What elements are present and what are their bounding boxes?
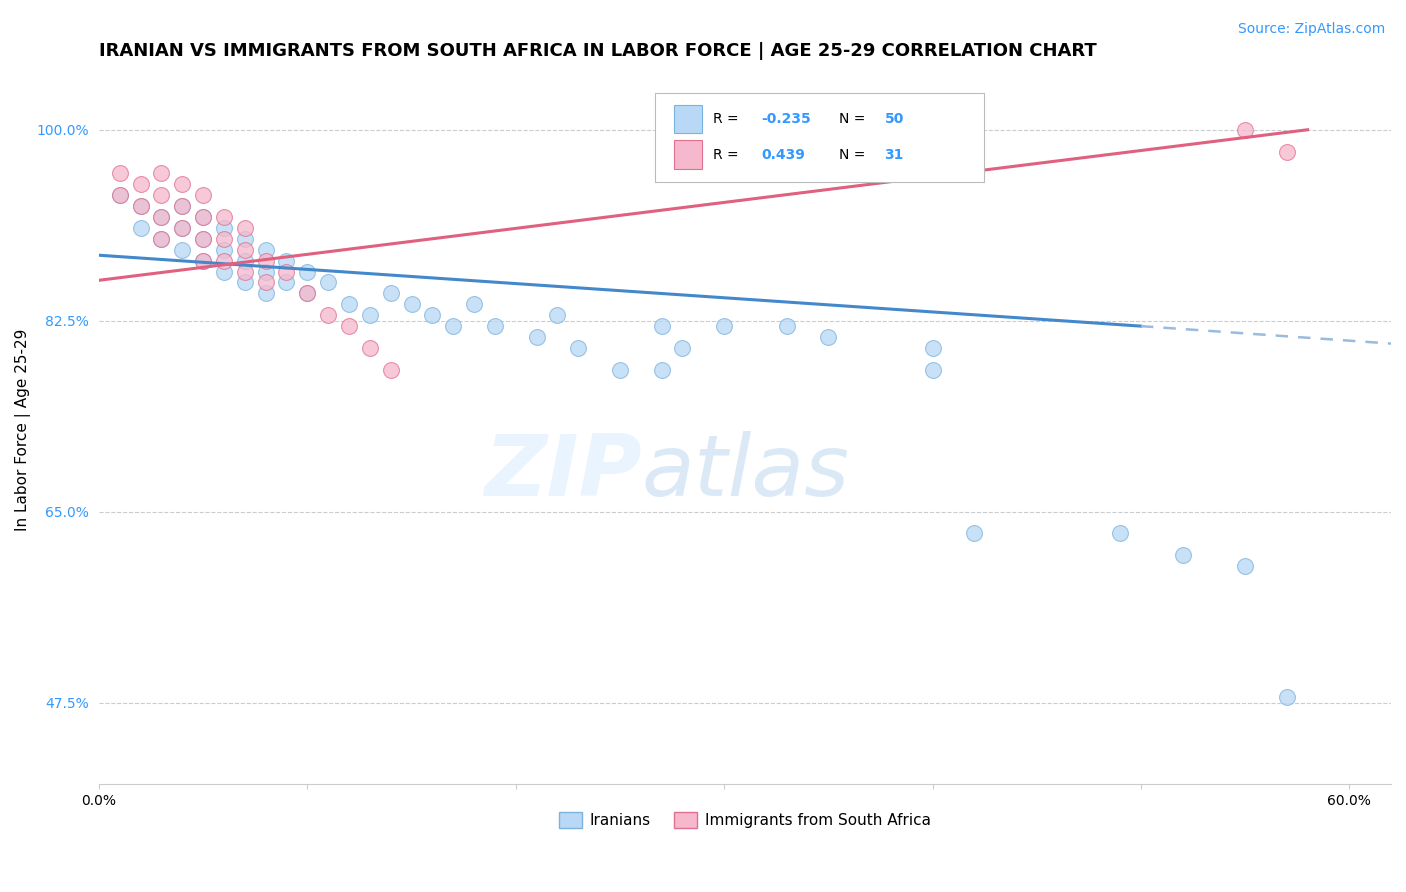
Point (212, 243, 235, 257)
Point (150, 188, 173, 202)
Point (963, 526, 986, 541)
Point (212, 253, 235, 268)
Text: atlas: atlas (641, 431, 849, 514)
Legend: Iranians, Immigrants from South Africa: Iranians, Immigrants from South Africa (554, 805, 936, 834)
Point (297, 286, 319, 301)
Point (484, 319, 506, 334)
Point (191, 253, 214, 268)
Point (337, 297, 360, 311)
Point (150, 232, 173, 246)
Point (233, 276, 256, 290)
Text: R =: R = (713, 147, 747, 161)
Point (359, 341, 381, 355)
Point (1171, 548, 1194, 562)
Text: ZIP: ZIP (484, 431, 641, 514)
Point (254, 276, 277, 290)
Point (1275, 690, 1298, 704)
Point (233, 221, 256, 235)
Bar (673, 140, 703, 169)
Point (150, 166, 173, 180)
Text: Source: ZipAtlas.com: Source: ZipAtlas.com (1237, 22, 1385, 37)
Point (191, 188, 214, 202)
Text: IRANIAN VS IMMIGRANTS FROM SOUTH AFRICA IN LABOR FORCE | AGE 25-29 CORRELATION C: IRANIAN VS IMMIGRANTS FROM SOUTH AFRICA … (98, 42, 1097, 60)
Text: N =: N = (839, 147, 870, 161)
Point (254, 264, 277, 278)
Point (191, 232, 214, 246)
Text: R =: R = (713, 112, 742, 126)
Point (129, 221, 152, 235)
Point (463, 297, 485, 311)
Point (233, 253, 256, 268)
Point (817, 330, 839, 344)
Point (150, 232, 173, 246)
Text: -0.235: -0.235 (762, 112, 811, 126)
Point (609, 363, 631, 377)
Point (337, 319, 360, 334)
Y-axis label: In Labor Force | Age 25-29: In Labor Force | Age 25-29 (15, 328, 31, 531)
Point (172, 221, 194, 235)
Point (172, 199, 194, 213)
Point (380, 363, 402, 377)
Point (921, 363, 943, 377)
Point (380, 286, 402, 301)
Point (233, 232, 256, 246)
Point (359, 308, 381, 322)
Point (233, 243, 256, 257)
Point (1234, 122, 1257, 136)
Text: N =: N = (839, 112, 870, 126)
Text: 31: 31 (884, 147, 904, 161)
Point (651, 363, 673, 377)
Point (254, 286, 277, 301)
Point (526, 330, 548, 344)
Point (276, 276, 298, 290)
Point (276, 253, 298, 268)
Point (191, 232, 214, 246)
Point (775, 319, 797, 334)
Point (129, 199, 152, 213)
Point (212, 221, 235, 235)
Point (567, 341, 589, 355)
Point (212, 210, 235, 224)
Point (172, 243, 194, 257)
Point (671, 341, 693, 355)
Point (108, 166, 131, 180)
Point (172, 199, 194, 213)
Point (254, 253, 277, 268)
Text: 0.439: 0.439 (762, 147, 806, 161)
Bar (673, 105, 703, 133)
Point (1109, 526, 1132, 541)
Point (129, 199, 152, 213)
Point (651, 319, 673, 334)
Point (212, 232, 235, 246)
Point (212, 264, 235, 278)
Point (150, 210, 173, 224)
Point (401, 297, 423, 311)
Point (297, 264, 319, 278)
FancyBboxPatch shape (655, 93, 984, 182)
Point (276, 264, 298, 278)
Point (233, 264, 256, 278)
Point (191, 210, 214, 224)
Point (316, 276, 339, 290)
Point (254, 243, 277, 257)
Point (297, 286, 319, 301)
Point (150, 210, 173, 224)
Point (108, 188, 131, 202)
Point (1234, 559, 1257, 574)
Point (129, 178, 152, 192)
Point (546, 308, 568, 322)
Point (108, 188, 131, 202)
Point (441, 319, 464, 334)
Point (172, 178, 194, 192)
Point (191, 253, 214, 268)
Point (191, 210, 214, 224)
Point (422, 308, 444, 322)
Point (713, 319, 735, 334)
Point (921, 341, 943, 355)
Point (172, 221, 194, 235)
Text: 50: 50 (884, 112, 904, 126)
Point (316, 308, 339, 322)
Point (1275, 145, 1298, 159)
